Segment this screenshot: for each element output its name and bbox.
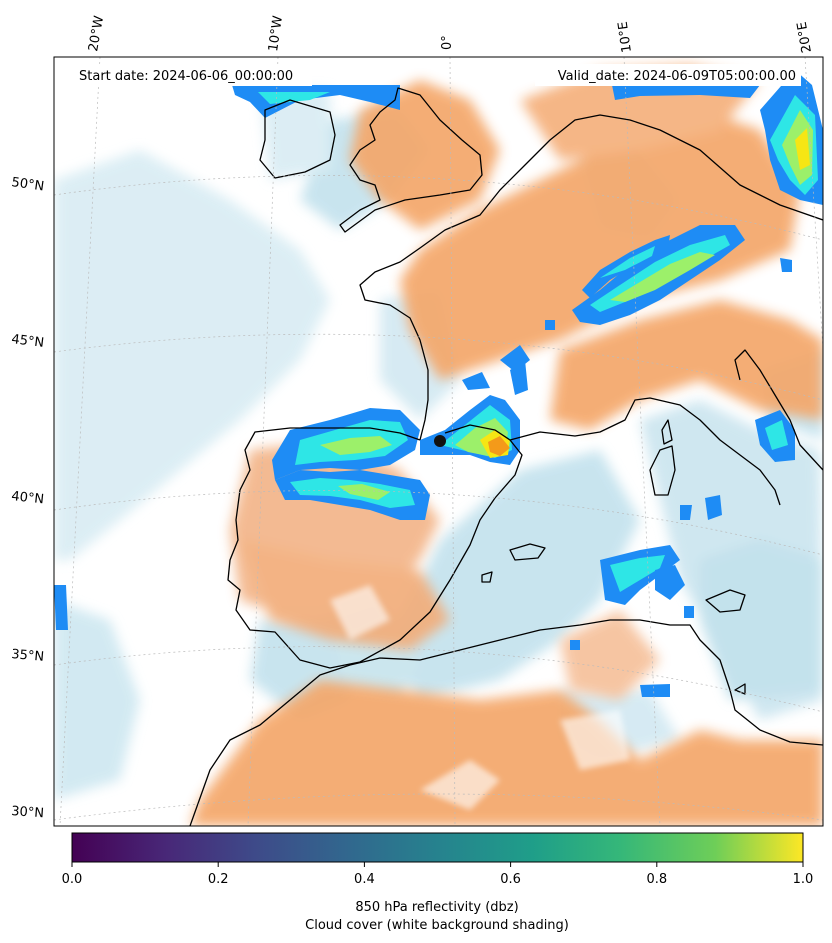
lat-label-35n: 35°N — [11, 647, 45, 665]
graticule — [54, 57, 823, 826]
colorbar-tick-label: 0.0 — [62, 872, 83, 887]
lon-label-0: 0° — [440, 35, 455, 50]
colorbar-tick-label: 1.0 — [793, 872, 814, 887]
colorbar-tick-label: 0.4 — [354, 872, 375, 887]
reflectivity-cells — [54, 70, 823, 697]
colorbar-gradient — [71, 832, 804, 863]
lon-label-20w: 20°W — [86, 15, 107, 53]
lon-label-20e: 20°E — [795, 21, 815, 54]
lat-label-45n: 45°N — [11, 332, 45, 351]
lat-label-40n: 40°N — [11, 489, 45, 507]
valid-date-box — [535, 64, 801, 86]
colorbar-label-line2: Cloud cover (white background shading) — [305, 918, 569, 933]
colorbar-tick-label: 0.8 — [646, 872, 667, 887]
colorbar: 0.0 0.2 0.4 0.6 0.8 1.0 850 hPa reflectivity … — [62, 832, 814, 933]
coastlines — [189, 87, 823, 826]
map-frame — [53, 56, 824, 827]
lon-label-10e: 10°E — [616, 20, 635, 53]
start-date-label: Start date: 2024-06-06_00:00:00 — [79, 69, 293, 84]
colorbar-tick-label: 0.2 — [208, 872, 229, 887]
lon-label-10w: 10°W — [266, 15, 286, 53]
colorbar-tick-label: 0.6 — [500, 872, 521, 887]
colorbar-ticks: 0.0 0.2 0.4 0.6 0.8 1.0 — [62, 862, 814, 887]
valid-date-label: Valid_date: 2024-06-09T05:00:00.00 — [558, 69, 796, 84]
map-area — [54, 57, 823, 826]
lat-label-50n: 50°N — [10, 175, 45, 194]
colorbar-label-line1: 850 hPa reflectivity (dbz) — [355, 900, 518, 915]
lat-label-30n: 30°N — [11, 804, 45, 821]
start-date-box — [72, 64, 312, 86]
